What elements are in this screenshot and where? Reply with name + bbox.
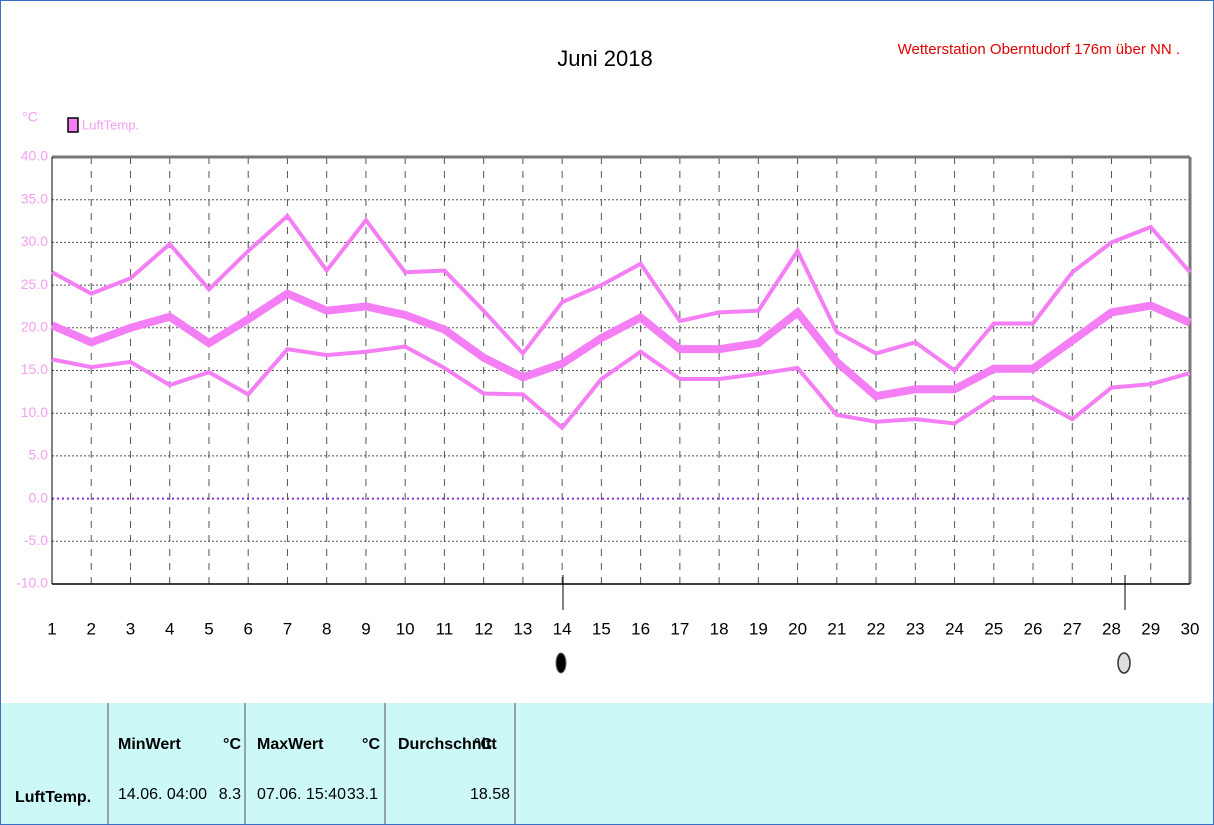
legend-label: LuftTemp.: [82, 117, 139, 132]
y-tick-label: -5.0: [24, 532, 48, 548]
x-tick-label: 18: [710, 619, 729, 638]
x-tick-label: 26: [1024, 619, 1043, 638]
y-tick-label: 25.0: [21, 276, 48, 292]
x-tick-label: 12: [474, 619, 493, 638]
x-tick-label: 15: [592, 619, 611, 638]
temperature-line: [51, 344, 1191, 431]
y-tick-label: 15.0: [21, 361, 48, 377]
x-tick-label: 6: [243, 619, 252, 638]
x-tick-label: 17: [670, 619, 689, 638]
y-tick-label: 5.0: [29, 447, 49, 463]
x-tick-label: 16: [631, 619, 650, 638]
x-tick-label: 13: [513, 619, 532, 638]
table-header: MaxWert: [257, 736, 324, 753]
x-tick-label: 9: [361, 619, 370, 638]
y-tick-label: -10.0: [16, 575, 48, 591]
x-tick-label: 7: [283, 619, 292, 638]
table-cell: 14.06. 04:00: [118, 786, 207, 803]
x-tick-label: 27: [1063, 619, 1082, 638]
x-tick-label: 29: [1141, 619, 1160, 638]
y-tick-label: 30.0: [21, 233, 48, 249]
row-label: LuftTemp.: [15, 789, 91, 806]
x-tick-label: 11: [436, 619, 454, 638]
new-moon-icon: [555, 652, 567, 674]
table-header: Durchschnitt: [398, 736, 497, 753]
x-tick-label: 21: [827, 619, 846, 638]
table-cell: 8.3: [219, 786, 241, 803]
x-tick-label: 20: [788, 619, 807, 638]
table-header: °C: [223, 736, 241, 753]
table-cell: 07.06. 15:40: [257, 786, 346, 803]
temperature-line: [51, 212, 1192, 374]
y-tick-label: 10.0: [21, 404, 48, 420]
x-tick-label: 23: [906, 619, 925, 638]
full-moon-icon: [1117, 652, 1131, 674]
x-tick-label: 14: [553, 619, 572, 638]
table-background: [1, 703, 1213, 824]
x-tick-label: 19: [749, 619, 768, 638]
station-label: Wetterstation Oberntudorf 176m über NN .: [898, 41, 1180, 58]
x-tick-label: 25: [984, 619, 1003, 638]
x-tick-label: 28: [1102, 619, 1121, 638]
x-tick-label: 22: [867, 619, 886, 638]
y-axis-label: °C: [22, 109, 38, 125]
y-tick-label: 20.0: [21, 319, 48, 335]
x-tick-label: 5: [204, 619, 213, 638]
y-tick-label: 40.0: [21, 148, 48, 164]
table-header: °C: [362, 736, 380, 753]
temperature-line: [50, 289, 1192, 401]
table-header: MinWert: [118, 736, 181, 753]
x-tick-label: 3: [126, 619, 135, 638]
x-tick-label: 10: [396, 619, 415, 638]
x-tick-label: 1: [47, 619, 56, 638]
x-tick-label: 30: [1181, 619, 1200, 638]
chart-title: Juni 2018: [557, 46, 652, 71]
x-tick-label: 8: [322, 619, 331, 638]
x-tick-label: 4: [165, 619, 174, 638]
table-cell: 18.58: [470, 786, 510, 803]
x-tick-label: 2: [87, 619, 96, 638]
table-header: °C: [474, 736, 492, 753]
table-cell: 33.1: [347, 786, 378, 803]
y-tick-label: 0.0: [29, 489, 49, 505]
y-tick-label: 35.0: [21, 190, 48, 206]
legend-swatch: [67, 117, 79, 133]
x-tick-label: 24: [945, 619, 964, 638]
